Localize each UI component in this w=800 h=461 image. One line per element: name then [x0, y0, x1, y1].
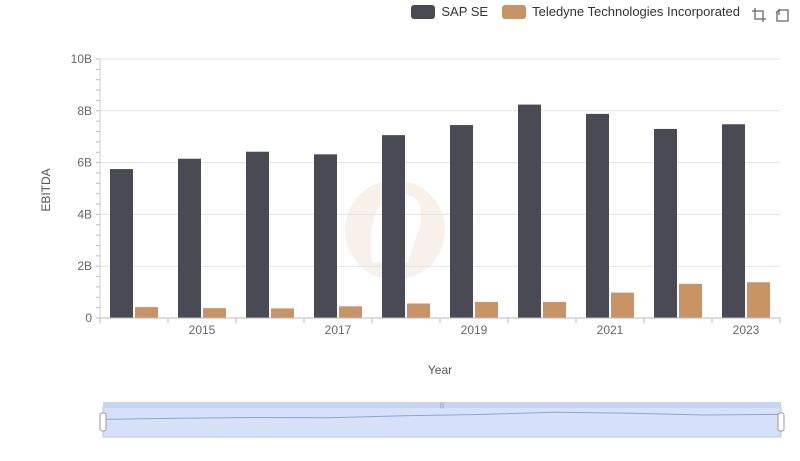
y-axis-minor-ticks [96, 58, 100, 319]
legend: SAP SE Teledyne Technologies Incorporate… [411, 4, 740, 19]
y-tick-label: 10B [71, 52, 92, 66]
bar-sap-2017[interactable] [314, 154, 337, 318]
bar-teledyne-2021[interactable] [611, 292, 634, 318]
navigator-series-line [102, 411, 782, 420]
navigator-selection[interactable] [102, 406, 782, 438]
x-tick-label: 2023 [733, 323, 760, 337]
y-tick-label: 0 [85, 311, 92, 325]
legend-item-sap[interactable]: SAP SE [411, 4, 488, 19]
x-tick-label: 2019 [461, 323, 488, 337]
bar-teledyne-2018[interactable] [407, 303, 430, 318]
y-axis-title: EBITDA [39, 168, 53, 211]
legend-label-teledyne: Teledyne Technologies Incorporated [532, 4, 740, 19]
legend-label-sap: SAP SE [441, 4, 489, 19]
legend-item-teledyne[interactable]: Teledyne Technologies Incorporated [502, 4, 740, 19]
bar-teledyne-2019[interactable] [475, 301, 498, 318]
bar-teledyne-2014[interactable] [135, 307, 158, 318]
bars [110, 104, 770, 319]
navigator-grip-icon[interactable]: ||| [440, 403, 445, 409]
legend-swatch-teledyne [502, 4, 527, 19]
bar-sap-2015[interactable] [178, 158, 201, 318]
bar-teledyne-2023[interactable] [747, 282, 770, 318]
zoom-reset-icon[interactable] [774, 6, 792, 24]
bar-sap-2014[interactable] [110, 169, 133, 318]
grid-lines [100, 58, 780, 319]
bar-sap-2022[interactable] [654, 128, 677, 318]
bar-sap-2019[interactable] [450, 125, 473, 318]
bar-teledyne-2016[interactable] [271, 308, 294, 318]
x-axis-title: Year [428, 363, 452, 377]
bar-sap-2020[interactable] [518, 104, 541, 318]
navigator-left-handle[interactable] [99, 412, 107, 432]
y-tick-label: 6B [77, 156, 92, 170]
x-tick-label: 2017 [325, 323, 352, 337]
range-navigator[interactable]: ||| [99, 402, 785, 438]
zoom-select-icon[interactable] [750, 6, 768, 24]
y-axis: 0 2B 4B 6B 8B 10B [71, 52, 101, 325]
bar-sap-2021[interactable] [586, 113, 609, 319]
chart-toolbar [750, 6, 792, 24]
bar-teledyne-2015[interactable] [203, 308, 226, 318]
bar-sap-2016[interactable] [246, 151, 269, 318]
y-tick-label: 2B [77, 259, 92, 273]
bar-teledyne-2022[interactable] [679, 283, 702, 318]
legend-swatch-sap [411, 4, 436, 19]
bar-sap-2023[interactable] [722, 124, 745, 318]
x-tick-label: 2015 [189, 323, 216, 337]
bar-sap-2018[interactable] [382, 135, 405, 318]
y-tick-label: 4B [77, 207, 92, 221]
x-tick-label: 2021 [597, 323, 624, 337]
x-axis: 2015 2017 2019 2021 2023 [99, 317, 781, 337]
bar-teledyne-2017[interactable] [339, 306, 362, 318]
navigator-right-handle[interactable] [777, 412, 785, 432]
y-tick-label: 8B [77, 104, 92, 118]
bar-teledyne-2020[interactable] [543, 301, 566, 318]
navigator-top-bar[interactable] [103, 402, 781, 408]
